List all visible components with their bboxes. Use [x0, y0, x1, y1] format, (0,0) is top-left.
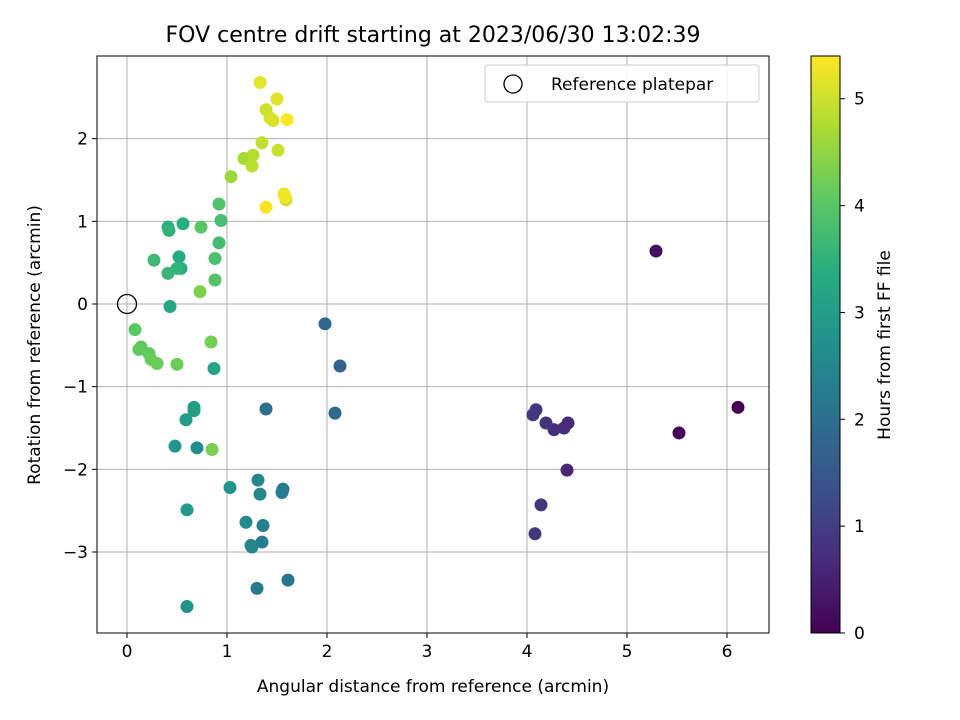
colorbar-ticks: 0 1 2 3 4 5: [840, 90, 865, 644]
data-point: [557, 421, 571, 435]
data-point: [168, 439, 182, 453]
data-point: [534, 498, 548, 512]
data-point: [256, 519, 270, 533]
data-point: [187, 404, 201, 418]
colorbar-label: Hours from first FF file: [875, 250, 895, 440]
colorbar-tick-label: 2: [854, 410, 865, 430]
data-point: [250, 581, 264, 595]
data-point: [649, 244, 663, 258]
grid: [97, 56, 769, 633]
data-point: [245, 159, 259, 173]
colorbar-tick-label: 5: [854, 90, 865, 110]
data-point: [163, 299, 177, 313]
y-tick-label: −1: [63, 378, 88, 398]
data-point: [170, 357, 184, 371]
y-tick-label: 2: [77, 130, 88, 150]
legend-box: [484, 64, 760, 103]
data-point: [333, 359, 347, 373]
data-point: [204, 335, 218, 349]
data-point: [147, 253, 161, 267]
data-point: [239, 515, 253, 529]
legend: Reference platepar: [484, 64, 760, 103]
data-point: [539, 416, 553, 430]
data-point: [193, 285, 207, 299]
data-point: [672, 426, 686, 440]
axes: 0 1 2 3 4 5 6 −3 −2 −1 0 1 2: [63, 55, 770, 662]
colorbar-tick-label: 3: [854, 303, 865, 323]
colorbar-tick-label: 1: [854, 517, 865, 537]
plot-frame: [96, 55, 770, 634]
x-tick-label: 2: [322, 642, 333, 662]
y-tick-label: −2: [63, 460, 88, 480]
data-point: [190, 441, 204, 455]
data-point: [194, 220, 208, 234]
data-point: [270, 92, 284, 106]
colorbar-tick-label: 0: [854, 624, 865, 644]
data-point: [150, 357, 164, 371]
colorbar-tick-label: 4: [854, 197, 865, 217]
data-point: [255, 535, 269, 549]
data-point: [275, 485, 289, 499]
y-tick-label: 1: [77, 212, 88, 232]
data-point: [253, 487, 267, 501]
data-point: [731, 400, 745, 414]
data-point: [560, 463, 574, 477]
data-point: [161, 266, 175, 280]
data-point: [526, 408, 540, 422]
x-tick-label: 4: [522, 642, 533, 662]
scatter-points: [116, 75, 745, 614]
data-point: [176, 217, 190, 231]
data-point: [128, 323, 142, 337]
x-tick-label: 3: [422, 642, 433, 662]
data-point: [278, 190, 292, 204]
data-point: [172, 250, 186, 264]
data-point: [208, 273, 222, 287]
data-point: [253, 75, 267, 89]
legend-entry-reference: Reference platepar: [551, 75, 713, 95]
data-point: [180, 503, 194, 517]
data-point: [180, 600, 194, 614]
data-point: [266, 113, 280, 127]
data-point: [208, 252, 222, 266]
data-point: [207, 361, 221, 375]
data-point: [162, 223, 176, 237]
colorbar: 0 1 2 3 4 5 Hours from first FF file: [810, 55, 895, 644]
data-point: [255, 136, 269, 150]
chart-title: FOV centre drift starting at 2023/06/30 …: [166, 23, 701, 48]
data-point: [281, 573, 295, 587]
data-point: [328, 406, 342, 420]
data-point: [318, 317, 332, 331]
data-point: [224, 170, 238, 184]
x-axis-label: Angular distance from reference (arcmin): [257, 677, 609, 697]
x-tick-label: 1: [222, 642, 233, 662]
data-point: [528, 527, 542, 541]
data-point: [179, 413, 193, 427]
data-point: [214, 214, 228, 228]
data-point: [212, 197, 226, 211]
colorbar-gradient: [810, 55, 841, 634]
data-point: [223, 481, 237, 495]
reference-point-marker: [116, 293, 138, 315]
x-tick-label: 0: [122, 642, 133, 662]
data-point: [212, 236, 226, 250]
y-axis-label: Rotation from reference (arcmin): [25, 205, 45, 485]
data-point: [259, 402, 273, 416]
y-tick-label: −3: [63, 543, 88, 563]
data-point: [205, 442, 219, 456]
data-point: [245, 540, 259, 554]
y-tick-label: 0: [77, 295, 88, 315]
legend-reference-marker: [503, 74, 523, 94]
x-tick-label: 5: [622, 642, 633, 662]
data-point: [280, 113, 294, 127]
data-point: [271, 143, 285, 157]
data-point: [246, 148, 260, 162]
data-point: [259, 200, 273, 214]
data-point: [251, 473, 265, 487]
x-tick-label: 6: [722, 642, 733, 662]
